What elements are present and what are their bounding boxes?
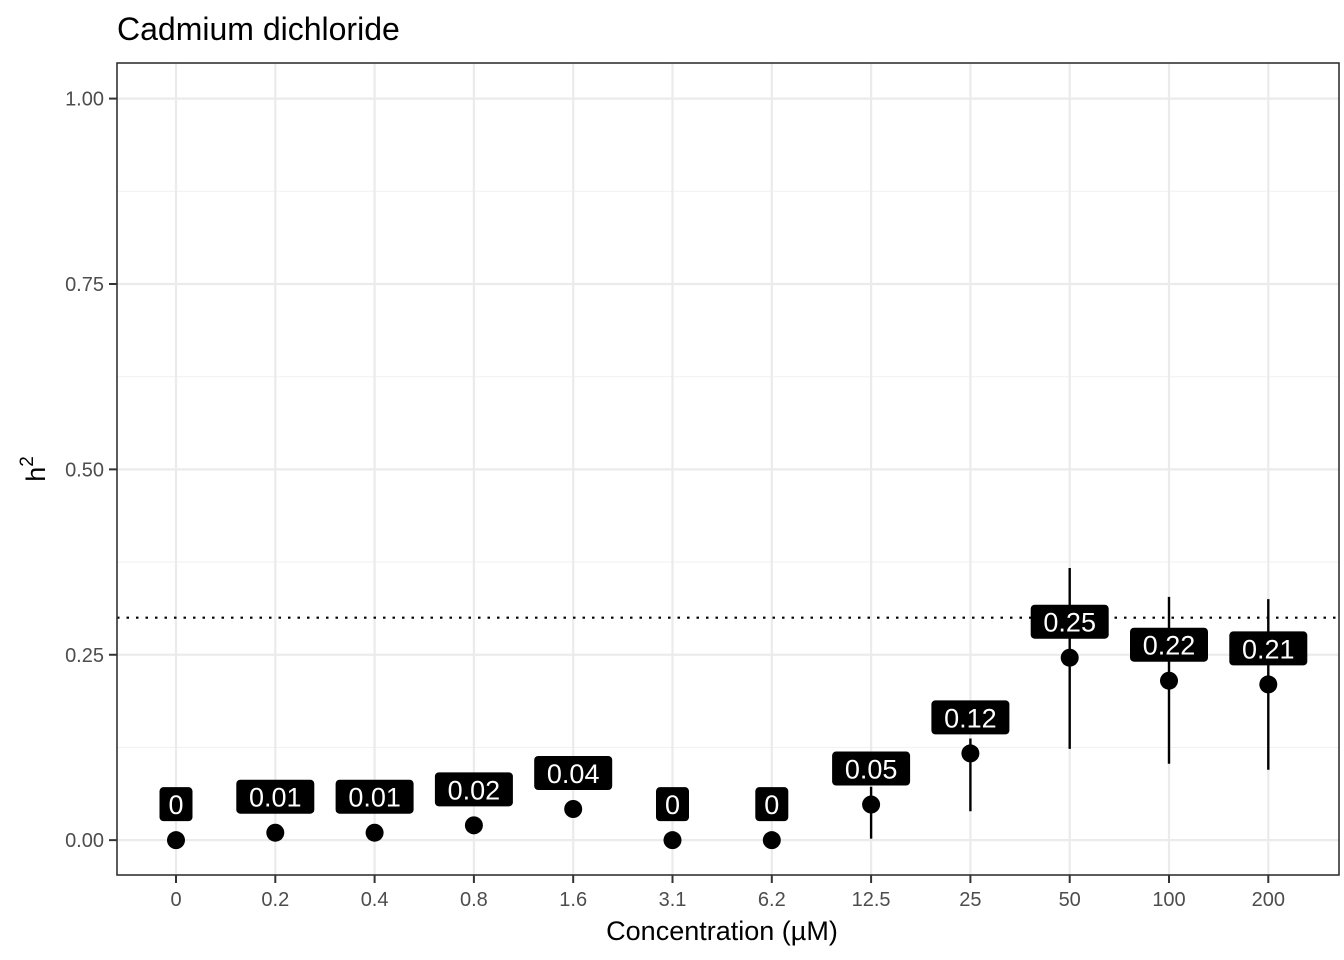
x-tick-label: 6.2	[758, 889, 786, 911]
x-axis: 0 0.2 0.4 0.8 1.6 3.1 6.2 12.5 25 50 100 200	[170, 875, 1285, 911]
x-tick-label: 12.5	[852, 889, 891, 911]
y-tick-label: 1.00	[65, 89, 104, 111]
data-point	[564, 800, 583, 819]
data-label: 0.21	[1242, 634, 1295, 664]
y-axis-title-base: h	[21, 467, 51, 482]
data-label-box	[534, 756, 613, 791]
data-point	[1160, 671, 1178, 690]
data-point	[762, 831, 781, 850]
data-label-box	[1130, 627, 1208, 662]
data-label-box	[236, 779, 315, 814]
x-tick-label: 25	[959, 889, 981, 911]
data-label-box	[159, 787, 193, 822]
x-axis-title: Concentration (µM)	[606, 916, 838, 946]
data-point	[1060, 648, 1079, 667]
data-label: 0.22	[1143, 631, 1196, 661]
data-point	[464, 816, 483, 835]
data-label-box	[1229, 631, 1308, 666]
y-axis-title: h2	[17, 456, 51, 482]
data-point	[1259, 675, 1278, 694]
x-tick-label: 1.6	[559, 889, 587, 911]
y-tick-label: 0.75	[65, 274, 104, 296]
y-axis-title-superscript: 2	[17, 456, 38, 467]
data-label-box	[434, 772, 513, 807]
x-tick-label: 100	[1152, 889, 1185, 911]
y-axis: 0.00 0.25 0.50 0.75 1.00	[65, 89, 117, 852]
data-marks: 0 0.01 0.01 0.02 0.04 0 0 0.05 0.12 0.25 0.22 0.21	[159, 567, 1308, 850]
y-tick-label: 0.00	[65, 830, 104, 852]
y-tick-label: 0.25	[65, 645, 104, 667]
data-label: 0	[168, 790, 183, 820]
data-label: 0	[764, 790, 779, 820]
data-point	[167, 831, 185, 850]
data-label-box	[656, 787, 689, 822]
x-tick-label: 3.1	[659, 889, 687, 911]
data-label: 0.05	[845, 755, 898, 785]
x-tick-label: 200	[1252, 889, 1285, 911]
data-point	[266, 823, 285, 842]
data-label: 0.04	[547, 759, 600, 789]
data-label: 0.12	[944, 703, 997, 733]
x-tick-label: 0	[170, 889, 181, 911]
x-tick-label: 0.2	[261, 889, 289, 911]
data-label: 0	[665, 790, 680, 820]
data-label-box	[1030, 604, 1109, 639]
x-tick-label: 50	[1059, 889, 1081, 911]
data-label: 0.25	[1043, 608, 1096, 638]
data-point	[663, 831, 682, 850]
data-label: 0.02	[448, 775, 501, 805]
data-label-box	[931, 700, 1010, 735]
chart-title: Cadmium dichloride	[117, 11, 400, 47]
data-point	[961, 744, 980, 763]
data-label-box	[755, 787, 789, 822]
data-label-box	[335, 779, 414, 814]
data-point	[862, 795, 881, 814]
data-label: 0.01	[249, 783, 302, 813]
data-point	[365, 823, 384, 842]
data-label: 0.01	[348, 783, 401, 813]
x-tick-label: 0.4	[361, 889, 389, 911]
x-tick-label: 0.8	[460, 889, 488, 911]
data-label-box	[832, 751, 911, 786]
y-tick-label: 0.50	[65, 459, 104, 481]
